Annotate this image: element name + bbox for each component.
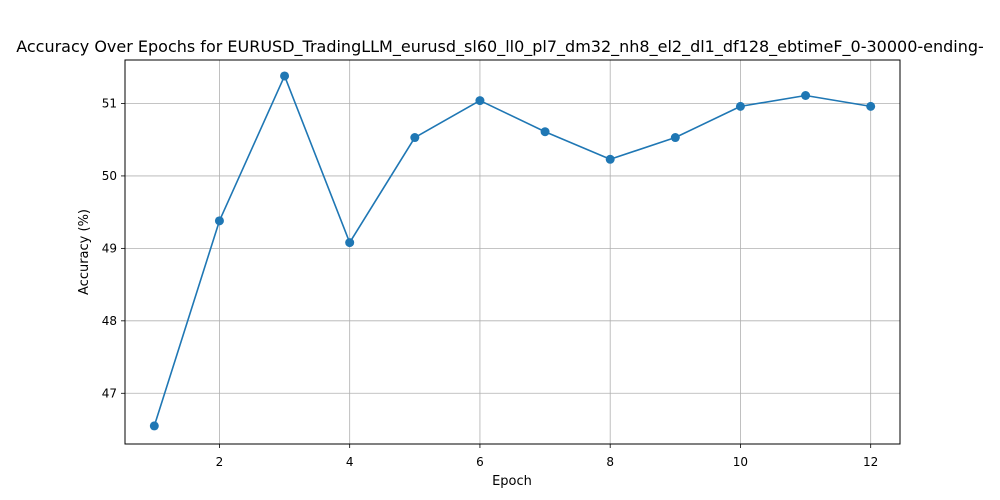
x-tick-label: 6 <box>476 455 484 469</box>
y-tick-label: 49 <box>102 241 117 255</box>
data-point <box>670 133 680 143</box>
x-tick-label: 2 <box>216 455 224 469</box>
x-axis-label: Epoch <box>492 474 532 489</box>
x-tick-label: 12 <box>863 455 878 469</box>
data-point <box>280 71 290 81</box>
y-tick-label: 50 <box>102 169 117 183</box>
grid <box>125 60 900 444</box>
data-point <box>866 101 876 111</box>
x-tick-label: 8 <box>606 455 614 469</box>
y-tick-label: 47 <box>102 386 117 400</box>
data-point <box>605 154 615 164</box>
chart-title: Accuracy Over Epochs for EURUSD_TradingL… <box>16 37 984 57</box>
plot-frame <box>124 59 901 445</box>
y-tick-label: 48 <box>102 314 117 328</box>
data-point <box>410 133 420 143</box>
data-point <box>735 101 745 111</box>
ticks: 2 4 6 8 10 12 47 48 49 50 51 <box>102 96 879 469</box>
x-tick-label: 10 <box>733 455 748 469</box>
accuracy-line <box>153 75 871 427</box>
data-point <box>801 91 811 101</box>
data-point <box>475 96 485 106</box>
data-point <box>214 216 224 226</box>
data-point <box>540 127 550 137</box>
data-point <box>345 238 355 248</box>
y-tick-label: 51 <box>102 96 117 110</box>
data-point <box>149 421 159 431</box>
x-tick-label: 4 <box>346 455 354 469</box>
series-layer <box>149 71 876 431</box>
y-axis-label: Accuracy (%) <box>77 209 92 295</box>
